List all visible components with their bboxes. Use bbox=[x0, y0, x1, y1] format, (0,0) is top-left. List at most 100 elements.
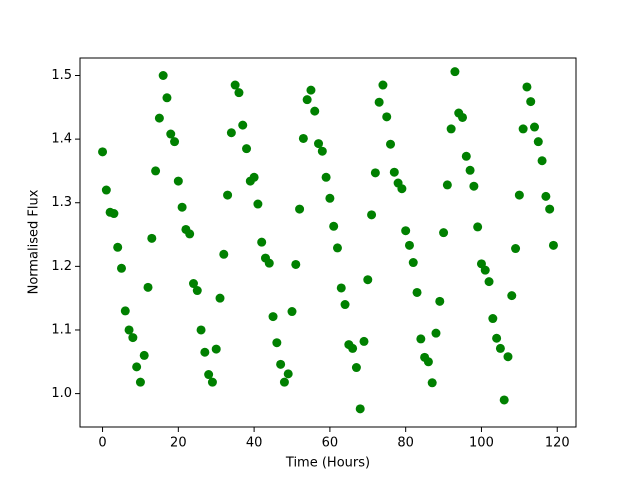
point bbox=[325, 193, 335, 203]
point bbox=[314, 139, 324, 149]
point bbox=[317, 146, 327, 156]
point bbox=[442, 180, 452, 190]
point bbox=[367, 210, 377, 220]
point bbox=[488, 314, 498, 324]
x-tick-label: 20 bbox=[170, 436, 187, 451]
point bbox=[427, 378, 437, 388]
point bbox=[196, 325, 206, 335]
point bbox=[306, 85, 316, 95]
point bbox=[548, 240, 558, 250]
point bbox=[116, 263, 126, 273]
point bbox=[359, 336, 369, 346]
point bbox=[185, 229, 195, 239]
point bbox=[511, 244, 521, 254]
point bbox=[143, 282, 153, 292]
point bbox=[518, 124, 528, 134]
point bbox=[188, 279, 198, 289]
x-tick-label: 100 bbox=[469, 436, 494, 451]
point bbox=[465, 165, 475, 175]
point bbox=[533, 137, 543, 147]
point bbox=[264, 258, 274, 268]
point bbox=[200, 347, 210, 357]
x-tick-label: 40 bbox=[246, 436, 263, 451]
point bbox=[480, 265, 490, 275]
point bbox=[135, 377, 145, 387]
point bbox=[177, 202, 187, 212]
point bbox=[249, 172, 259, 182]
point bbox=[374, 97, 384, 107]
point bbox=[469, 181, 479, 191]
point bbox=[522, 82, 532, 92]
point bbox=[147, 233, 157, 243]
point bbox=[473, 222, 483, 232]
point bbox=[272, 338, 282, 348]
point bbox=[120, 306, 130, 316]
point bbox=[166, 129, 176, 139]
point bbox=[545, 204, 555, 214]
point bbox=[234, 88, 244, 98]
axes-frame bbox=[79, 57, 577, 428]
x-tick-label: 120 bbox=[545, 436, 570, 451]
point bbox=[98, 147, 108, 157]
point bbox=[530, 122, 540, 132]
point bbox=[537, 156, 547, 166]
point bbox=[446, 124, 456, 134]
y-axis-label: Normalised Flux bbox=[27, 189, 42, 294]
point bbox=[226, 128, 236, 138]
point bbox=[238, 120, 248, 130]
x-axis-label: Time (Hours) bbox=[285, 456, 370, 471]
point bbox=[158, 70, 168, 80]
point bbox=[230, 80, 240, 90]
point bbox=[484, 277, 494, 287]
point bbox=[439, 228, 449, 238]
point bbox=[431, 328, 441, 338]
point bbox=[268, 312, 278, 322]
point bbox=[541, 191, 551, 201]
y-tick-label: 1.1 bbox=[51, 322, 72, 337]
point bbox=[412, 287, 422, 297]
point bbox=[458, 112, 468, 122]
point bbox=[279, 377, 289, 387]
point bbox=[151, 166, 161, 176]
point bbox=[336, 283, 346, 293]
x-tick-label: 0 bbox=[98, 436, 106, 451]
point bbox=[416, 334, 426, 344]
point bbox=[408, 258, 418, 268]
point bbox=[340, 300, 350, 310]
point bbox=[128, 333, 138, 343]
point bbox=[404, 240, 414, 250]
point bbox=[192, 286, 202, 296]
point bbox=[170, 137, 180, 147]
point bbox=[348, 343, 358, 353]
point bbox=[397, 184, 407, 194]
point bbox=[435, 296, 445, 306]
point bbox=[370, 168, 380, 178]
point bbox=[355, 404, 365, 414]
point bbox=[514, 190, 524, 200]
point bbox=[154, 113, 164, 123]
point bbox=[291, 259, 301, 269]
point bbox=[219, 249, 229, 259]
point bbox=[386, 139, 396, 149]
point bbox=[124, 325, 134, 335]
point bbox=[503, 352, 513, 362]
point bbox=[302, 95, 312, 105]
point bbox=[363, 275, 373, 285]
point bbox=[507, 291, 517, 301]
point bbox=[223, 190, 233, 200]
point bbox=[329, 221, 339, 231]
y-tick-label: 1.2 bbox=[51, 259, 72, 274]
point bbox=[378, 80, 388, 90]
point bbox=[351, 363, 361, 373]
y-tick-label: 1.5 bbox=[51, 68, 72, 83]
point bbox=[495, 343, 505, 353]
point bbox=[283, 369, 293, 379]
point bbox=[287, 307, 297, 317]
point bbox=[253, 199, 263, 209]
x-tick-label: 80 bbox=[397, 436, 414, 451]
point bbox=[109, 209, 119, 219]
point bbox=[382, 112, 392, 122]
y-tick-label: 1.0 bbox=[51, 386, 72, 401]
point bbox=[389, 167, 399, 177]
